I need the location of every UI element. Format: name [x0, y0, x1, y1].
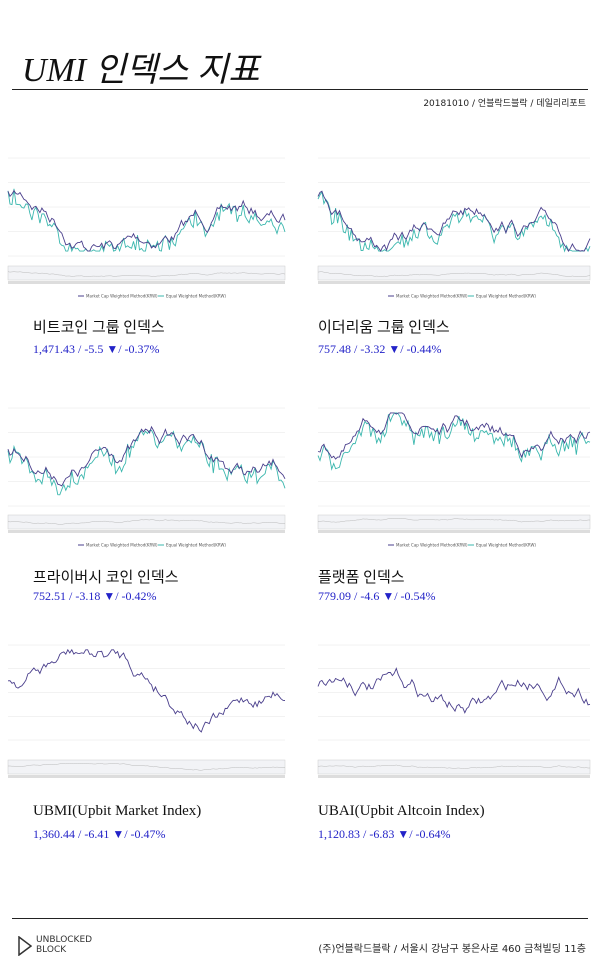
logo-icon [18, 936, 32, 956]
index-name: UBAI(Upbit Altcoin Index) [318, 803, 485, 819]
rule [12, 89, 588, 90]
footer-rule [12, 918, 588, 919]
line-market-cap [317, 667, 591, 714]
navigator-line [317, 518, 590, 523]
index-summary: 1,471.43 / -5.5 ▼/ -0.37% [33, 342, 160, 356]
line-equal [7, 429, 286, 496]
line-market-cap [7, 648, 286, 733]
line-equal [7, 188, 286, 253]
scrollbar [318, 281, 590, 284]
legend-label: Market Cap Weighted Method(KRW) [396, 543, 468, 548]
legend-label: Equal Weighted Method(KRW) [476, 543, 536, 548]
logo-text: BLOCK [36, 945, 67, 955]
legend-label: Market Cap Weighted Method(KRW) [396, 294, 468, 299]
line-equal [317, 412, 591, 471]
navigator [7, 265, 286, 281]
scrollbar [318, 530, 590, 533]
navigator [317, 514, 591, 530]
legend-label: Equal Weighted Method(KRW) [476, 294, 536, 299]
navigator-line [7, 519, 286, 525]
line-market-cap [317, 412, 591, 460]
index-name: 프라이버시 코인 인덱스 [33, 570, 179, 586]
legend-label: Equal Weighted Method(KRW) [166, 543, 226, 548]
navigator [317, 265, 591, 281]
logo: UNBLOCKED BLOCK [36, 935, 92, 955]
line-equal [317, 190, 591, 253]
navigator [317, 759, 591, 775]
navigator-line [8, 763, 285, 771]
address: (주)언블락드블락 / 서울시 강남구 봉은사로 460 금척빌딩 11층 [318, 944, 586, 955]
index-summary: 757.48 / -3.32 ▼/ -0.44% [318, 342, 442, 356]
legend-label: Market Cap Weighted Method(KRW) [86, 543, 158, 548]
navigator-line [317, 271, 591, 277]
index-summary: 779.09 / -4.6 ▼/ -0.54% [318, 589, 436, 603]
line-market-cap [317, 190, 591, 253]
scrollbar [8, 281, 285, 284]
logo-text: UNBLOCKED [36, 935, 93, 945]
line-market-cap [7, 425, 286, 487]
index-summary: 1,360.44 / -6.41 ▼/ -0.47% [33, 827, 166, 841]
subtitle: 20181010 / 언블락드블락 / 데일리리포트 [423, 99, 586, 109]
index-name: 플랫폼 인덱스 [318, 570, 405, 586]
scrollbar [318, 775, 590, 778]
navigator [7, 514, 286, 530]
line-market-cap [7, 189, 286, 252]
scrollbar [8, 530, 285, 533]
index-summary: 1,120.83 / -6.83 ▼/ -0.64% [318, 827, 451, 841]
index-summary: 752.51 / -3.18 ▼/ -0.42% [33, 589, 157, 603]
navigator-line [317, 764, 590, 769]
navigator-line [7, 271, 286, 277]
scrollbar [8, 775, 285, 778]
index-name: 비트코인 그룹 인덱스 [33, 320, 165, 336]
index-name: UBMI(Upbit Market Index) [33, 803, 202, 819]
title: UMI 인덱스 지표 [22, 52, 260, 89]
navigator [7, 759, 286, 775]
legend-label: Market Cap Weighted Method(KRW) [86, 294, 158, 299]
index-name: 이더리움 그룹 인덱스 [318, 320, 450, 336]
legend-label: Equal Weighted Method(KRW) [166, 294, 226, 299]
